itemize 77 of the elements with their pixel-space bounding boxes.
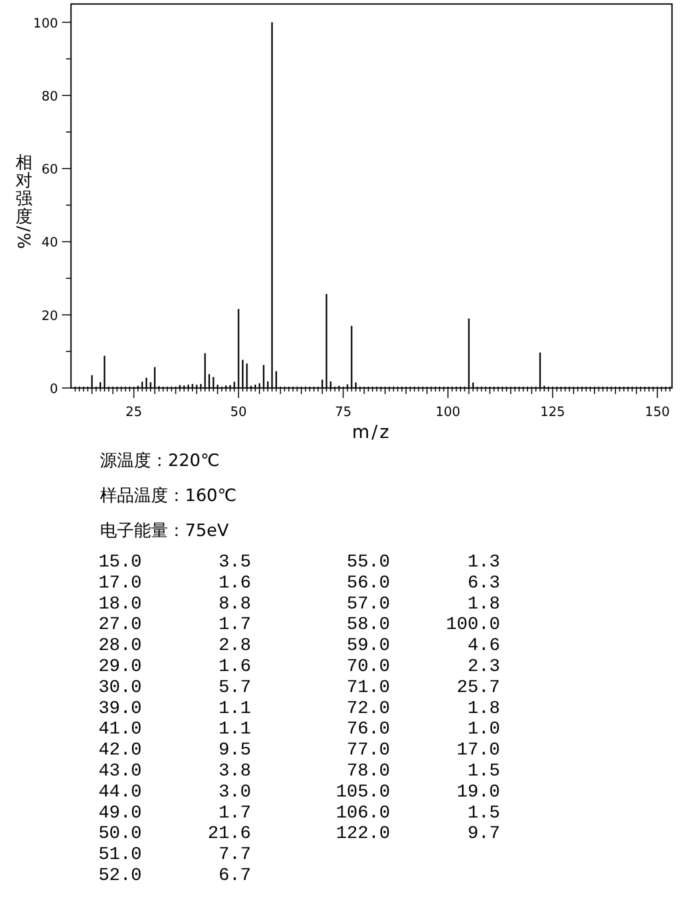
y-tick-label: 40 — [41, 236, 58, 251]
y-axis-title: 相对强度/% — [13, 153, 33, 249]
x-axis-title: m/z — [352, 422, 392, 443]
text: 17.0 — [456, 740, 500, 761]
text: 电子能量：75eV — [100, 521, 230, 541]
text: 58.0 — [346, 615, 390, 636]
text: 4.6 — [468, 636, 500, 656]
text: 57.0 — [346, 594, 390, 614]
text: 76.0 — [346, 720, 390, 740]
y-tick-label: 80 — [41, 89, 58, 104]
text: 15.0 — [98, 552, 142, 572]
text: 1.1 — [218, 698, 251, 719]
text: 42.0 — [98, 740, 142, 761]
text: 1.1 — [218, 720, 251, 740]
text: 70.0 — [346, 657, 390, 677]
x-tick-label: 150 — [644, 405, 670, 420]
text: 30.0 — [98, 678, 142, 698]
text: 1.3 — [468, 552, 500, 572]
text: 41.0 — [98, 720, 142, 740]
text: 18.0 — [98, 594, 142, 614]
y-tick-label: 0 — [50, 382, 58, 397]
text: 39.0 — [98, 698, 142, 719]
text: 1.6 — [218, 573, 251, 594]
x-tick-label: 25 — [126, 405, 142, 420]
x-tick-label: 100 — [436, 405, 460, 420]
text: 1.0 — [468, 720, 500, 740]
text: 51.0 — [98, 845, 142, 866]
text: 78.0 — [346, 762, 390, 782]
text: 2.8 — [218, 636, 251, 656]
text: 6.3 — [468, 573, 500, 594]
x-tick-label: 50 — [230, 405, 247, 420]
text: 3.5 — [218, 552, 251, 572]
text: 122.0 — [336, 824, 390, 844]
text: 1.8 — [468, 698, 500, 719]
text: 71.0 — [346, 678, 390, 698]
text: 17.0 — [98, 573, 142, 594]
y-tick-label: 60 — [41, 162, 58, 178]
text: 6.7 — [218, 866, 251, 886]
text: 样品温度：160℃ — [100, 486, 237, 506]
text: 27.0 — [98, 615, 142, 636]
text: 105.0 — [336, 782, 390, 802]
text: 3.0 — [218, 782, 251, 802]
text: 1.5 — [468, 803, 500, 824]
text: 106.0 — [336, 803, 390, 824]
text: 44.0 — [98, 782, 142, 802]
text: 43.0 — [98, 762, 142, 782]
text: 1.7 — [218, 615, 251, 636]
text: 100.0 — [446, 615, 500, 636]
text: 52.0 — [98, 866, 142, 886]
text: 1.5 — [468, 762, 500, 782]
text: 2.3 — [468, 657, 500, 677]
text: 29.0 — [98, 657, 142, 677]
text: 49.0 — [98, 803, 142, 824]
text: 8.8 — [218, 594, 251, 614]
text: 3.8 — [218, 762, 251, 782]
y-tick-label: 20 — [41, 308, 58, 324]
text: 28.0 — [98, 636, 142, 656]
text: 源温度：220℃ — [100, 451, 220, 471]
y-tick-label: 100 — [33, 16, 58, 32]
text: 77.0 — [346, 740, 390, 761]
text: 21.6 — [208, 824, 251, 844]
text: 19.0 — [456, 782, 500, 802]
text: 7.7 — [218, 845, 251, 866]
text: 5.7 — [218, 678, 251, 698]
text: 50.0 — [98, 824, 142, 844]
text: 9.7 — [468, 824, 500, 844]
text: 9.5 — [218, 740, 251, 761]
text: 25.7 — [456, 678, 500, 698]
text: 59.0 — [346, 636, 390, 656]
text: 1.8 — [468, 594, 500, 614]
text: 1.7 — [218, 803, 251, 824]
text: 72.0 — [346, 698, 390, 719]
text: 1.6 — [218, 657, 251, 677]
text: 56.0 — [346, 573, 390, 594]
text: 55.0 — [346, 552, 390, 572]
x-tick-label: 125 — [540, 405, 566, 420]
x-tick-label: 75 — [334, 405, 352, 420]
